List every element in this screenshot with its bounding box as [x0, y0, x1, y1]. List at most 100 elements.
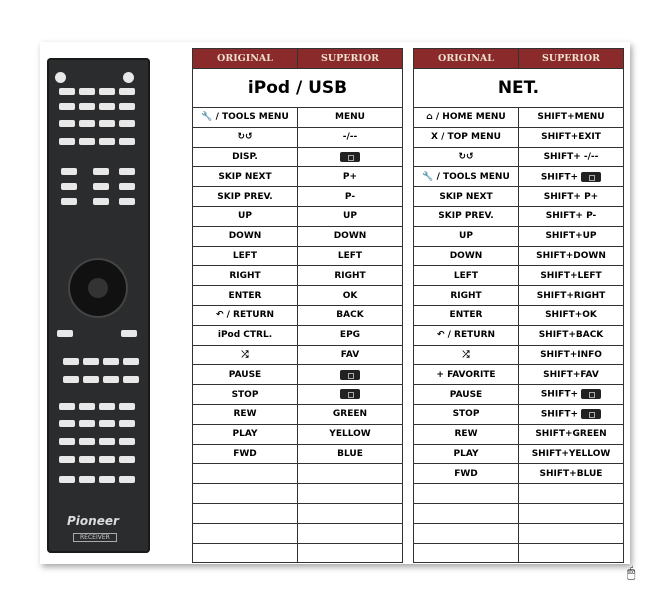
table-row: REW GREEN — [192, 403, 403, 425]
original-text: PAUSE — [228, 369, 262, 380]
superior-text: SHIFT+UP — [545, 231, 597, 242]
superior-cell: -/-- — [297, 126, 403, 148]
table-row: FWD BLUE — [192, 443, 403, 465]
original-cell: PAUSE — [192, 364, 298, 386]
superior-cell: SHIFT+ — [518, 403, 624, 425]
superior-cell: SHIFT+YELLOW — [518, 443, 624, 465]
table-row — [413, 502, 624, 524]
remote-button — [79, 403, 95, 410]
button-pause-icon — [581, 389, 602, 400]
superior-text: SHIFT+RIGHT — [536, 290, 606, 301]
table-row — [192, 522, 403, 544]
original-cell: ⤮ — [413, 344, 519, 366]
original-cell: DISP. — [192, 146, 298, 168]
superior-text: SHIFT+EXIT — [541, 132, 601, 143]
table-title: iPod / USB — [192, 68, 403, 108]
superior-text: RIGHT — [334, 270, 366, 281]
table-title: NET. — [413, 68, 624, 108]
ipod-usb-table: ORIGINAL SUPERIOR iPod / USB 🔧 / TOOLS MENU… — [192, 48, 403, 564]
table-row — [413, 483, 624, 504]
table-row: SKIP NEXT SHIFT+ P+ — [413, 186, 624, 207]
button-stop-icon — [340, 389, 360, 400]
table-row: ↶ / RETURN BACK — [192, 304, 403, 326]
table-row: ↶ / RETURN SHIFT+BACK — [413, 324, 624, 346]
original-text: / TOOLS MENU — [436, 171, 510, 182]
original-cell: ENTER — [192, 285, 298, 306]
superior-cell — [297, 364, 403, 386]
remote-dpad — [70, 260, 126, 316]
original-cell: PLAY — [413, 443, 519, 465]
table-row: ↻↺ -/-- — [192, 126, 403, 148]
original-text: PLAY — [453, 448, 479, 459]
remote-button — [59, 403, 75, 410]
table-row: PLAY SHIFT+YELLOW — [413, 443, 624, 465]
original-cell: ENTER — [413, 304, 519, 326]
table-row: STOP SHIFT+ — [413, 403, 624, 425]
original-cell: PAUSE — [413, 384, 519, 405]
superior-text: SHIFT+ — [540, 409, 579, 420]
remote-button — [119, 103, 135, 110]
original-text: FWD — [454, 468, 478, 479]
original-text: SKIP PREV. — [438, 211, 494, 222]
table-row: RIGHT RIGHT — [192, 265, 403, 287]
table-row: PLAY YELLOW — [192, 423, 403, 445]
header-original: ORIGINAL — [192, 48, 298, 69]
superior-cell: SHIFT+EXIT — [518, 126, 624, 148]
remote-button — [83, 376, 99, 383]
remote-button — [79, 138, 95, 145]
original-cell: 🔧 / TOOLS MENU — [192, 107, 298, 128]
original-text: STOP — [231, 389, 259, 400]
table-row: PAUSE — [192, 364, 403, 386]
table-row: DOWN SHIFT+DOWN — [413, 245, 624, 267]
table-row: LEFT SHIFT+LEFT — [413, 265, 624, 287]
original-text: STOP — [452, 409, 480, 420]
table-row: SKIP PREV. SHIFT+ P- — [413, 205, 624, 227]
original-text: DISP. — [232, 151, 258, 162]
remote-button — [59, 476, 75, 483]
original-cell: + FAVORITE — [413, 364, 519, 386]
superior-cell — [297, 463, 403, 485]
remote-button — [119, 168, 135, 175]
original-cell: SKIP NEXT — [192, 166, 298, 188]
original-cell — [192, 502, 298, 524]
superior-cell: MENU — [297, 107, 403, 128]
superior-cell — [518, 542, 624, 564]
superior-text: -/-- — [342, 132, 358, 143]
remote-button — [123, 376, 139, 383]
home-icon: ⌂ — [426, 112, 433, 123]
remote-button — [93, 168, 109, 175]
table-row: iPod CTRL. EPG — [192, 324, 403, 346]
remote-button — [59, 138, 75, 145]
original-cell: SKIP PREV. — [192, 186, 298, 207]
superior-text: SHIFT+BACK — [538, 330, 604, 341]
original-cell: PLAY — [192, 423, 298, 445]
remote-button — [99, 88, 115, 95]
superior-text: SHIFT+ -/-- — [543, 151, 599, 162]
table-row: PAUSE SHIFT+ — [413, 384, 624, 405]
table-row: ENTER OK — [192, 285, 403, 306]
original-cell: ⤮ — [192, 344, 298, 366]
table-row: STOP — [192, 384, 403, 405]
remote-button — [119, 138, 135, 145]
original-cell: SKIP NEXT — [413, 186, 519, 207]
remote-button — [93, 198, 109, 205]
remote-button — [119, 438, 135, 445]
superior-cell: SHIFT+RIGHT — [518, 285, 624, 306]
remote-button — [59, 456, 75, 463]
superior-text: SHIFT+OK — [545, 310, 597, 321]
superior-cell — [518, 522, 624, 544]
table-row: UP SHIFT+UP — [413, 225, 624, 247]
superior-text: BLUE — [337, 448, 363, 459]
superior-text: SHIFT+ — [540, 389, 579, 400]
remote-button — [79, 420, 95, 427]
original-cell: UP — [192, 205, 298, 227]
superior-cell: SHIFT+LEFT — [518, 265, 624, 287]
original-cell: REW — [413, 423, 519, 445]
original-cell: SKIP PREV. — [413, 205, 519, 227]
original-text: SKIP NEXT — [439, 191, 493, 202]
superior-cell: SHIFT+OK — [518, 304, 624, 326]
original-cell: LEFT — [413, 265, 519, 287]
original-text: iPod CTRL. — [217, 330, 273, 341]
table-row: ⤮ SHIFT+INFO — [413, 344, 624, 366]
original-cell: ⌂ / HOME MENU — [413, 107, 519, 128]
